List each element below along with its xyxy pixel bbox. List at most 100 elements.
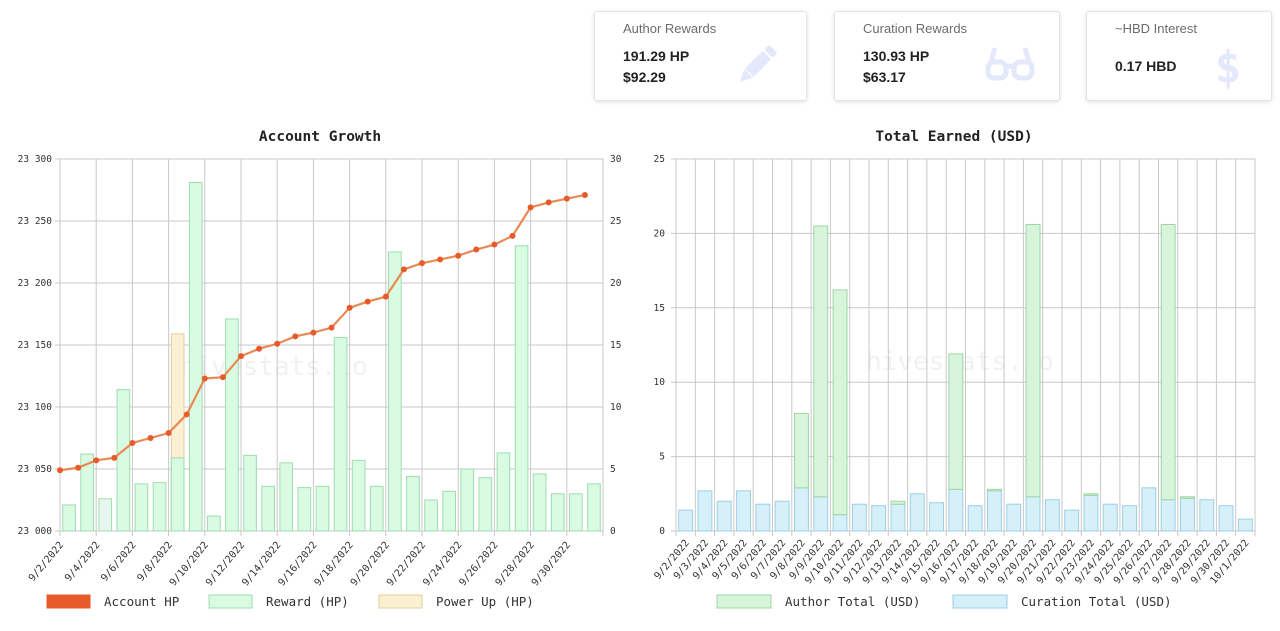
curation-bar (813, 496, 829, 532)
curation-bar (967, 505, 983, 532)
y-tick-label: 10 (654, 377, 666, 388)
reward-bar (207, 515, 221, 532)
account-hp-point (437, 256, 444, 263)
account-hp-point (527, 204, 534, 211)
reward-bar (424, 499, 438, 532)
reward-bar (243, 454, 257, 532)
y-right-tick-label: 5 (610, 464, 616, 475)
reward-bar (478, 477, 493, 532)
curation-bar (1218, 505, 1234, 532)
curation-rewards-hp: 130.93 HP (863, 48, 930, 64)
reward-bar (550, 493, 565, 532)
curation-bar (794, 487, 809, 532)
account-hp-point (57, 467, 63, 474)
chart-title-account-growth: Account Growth (258, 129, 382, 145)
reward-bar (496, 452, 511, 532)
author-rewards-title: Author Rewards (623, 21, 717, 36)
y-tick-label: 15 (654, 303, 665, 314)
account-hp-point (238, 353, 244, 360)
curation-bar (832, 514, 848, 532)
curation-bar (929, 502, 944, 532)
reward-bar (80, 453, 94, 532)
curation-bar (697, 490, 713, 532)
reward-bar (116, 389, 131, 532)
y-right-tick-label: 25 (610, 216, 621, 227)
account-hp-point (292, 333, 299, 340)
account-hp-point (491, 241, 498, 248)
reward-bar (351, 459, 366, 532)
reward-bar (170, 457, 185, 532)
author-rewards-usd: $92.29 (623, 69, 666, 85)
y-left-tick-label: 23 300 (18, 154, 53, 165)
curation-bar (987, 490, 1002, 532)
account-hp-point (75, 464, 82, 471)
chart-total-earned: hivestats.io05101520259/2/20229/3/20229/… (653, 154, 1256, 609)
dollar-icon: $ (1215, 42, 1242, 90)
curation-bar (774, 500, 790, 532)
account-hp-point (328, 324, 335, 331)
y-right-tick-label: 20 (610, 278, 622, 289)
account-hp-point (183, 411, 190, 418)
curation-bar (871, 505, 887, 532)
y-tick-label: 25 (654, 154, 665, 165)
account-hp-point (509, 232, 516, 239)
account-hp-point (346, 304, 353, 311)
reward-bar (152, 482, 167, 532)
author-rewards-hp: 191.29 HP (623, 48, 690, 64)
curation-bar (909, 493, 925, 532)
reward-bar (134, 483, 149, 532)
account-hp-point (93, 457, 100, 464)
y-right-tick-label: 0 (610, 526, 616, 537)
author-bar (813, 225, 829, 498)
x-tick-label: 9/2/2022 (27, 540, 66, 584)
reward-bar (388, 251, 402, 532)
curation-rewards-card: Curation Rewards 130.93 HP $63.17 (834, 11, 1060, 101)
reward-bar (333, 337, 348, 532)
account-hp-point (165, 430, 172, 437)
reward-bar (532, 473, 547, 532)
curation-bar (1160, 499, 1176, 532)
y-tick-label: 0 (659, 526, 665, 537)
reward-bar (188, 182, 203, 532)
author-bar (890, 500, 906, 505)
account-hp-point (310, 329, 317, 336)
reward-bar (514, 245, 529, 532)
curation-rewards-usd: $63.17 (863, 69, 906, 85)
legend-label: Author Total (USD) (785, 594, 920, 609)
author-bar (1180, 496, 1195, 499)
reward-bar (62, 504, 76, 532)
curation-rewards-title: Curation Rewards (863, 21, 968, 36)
curation-bar (1083, 494, 1099, 532)
reward-bar (369, 485, 384, 532)
account-hp-point (256, 345, 263, 352)
legend-swatch (46, 594, 91, 609)
author-bar (794, 412, 809, 489)
account-hp-point (473, 246, 480, 253)
curation-bar (1237, 518, 1253, 532)
pencil-icon (740, 45, 777, 82)
y-right-tick-label: 30 (610, 154, 622, 165)
y-left-tick-label: 23 100 (18, 402, 53, 413)
reward-bar (279, 462, 294, 532)
reward-bar (297, 487, 312, 532)
account-hp-point (419, 260, 425, 267)
account-hp-point (382, 293, 389, 300)
account-hp-line (59, 193, 586, 472)
account-hp-point (147, 435, 154, 441)
glasses-icon (985, 47, 1035, 81)
x-tick-label: 9/4/2022 (63, 540, 102, 584)
y-left-tick-label: 23 050 (18, 464, 53, 475)
y-left-tick-label: 23 200 (18, 278, 53, 289)
svg-text:$: $ (1215, 42, 1242, 90)
author-bar (987, 488, 1002, 492)
author-bar (1160, 223, 1176, 501)
y-left-tick-label: 23 000 (18, 526, 53, 537)
curation-bar (1064, 509, 1080, 532)
reward-bar (406, 475, 420, 532)
reward-bar (460, 468, 475, 532)
legend-swatch (952, 594, 1008, 609)
curation-bar (1199, 499, 1215, 532)
curation-bar (1122, 505, 1137, 532)
